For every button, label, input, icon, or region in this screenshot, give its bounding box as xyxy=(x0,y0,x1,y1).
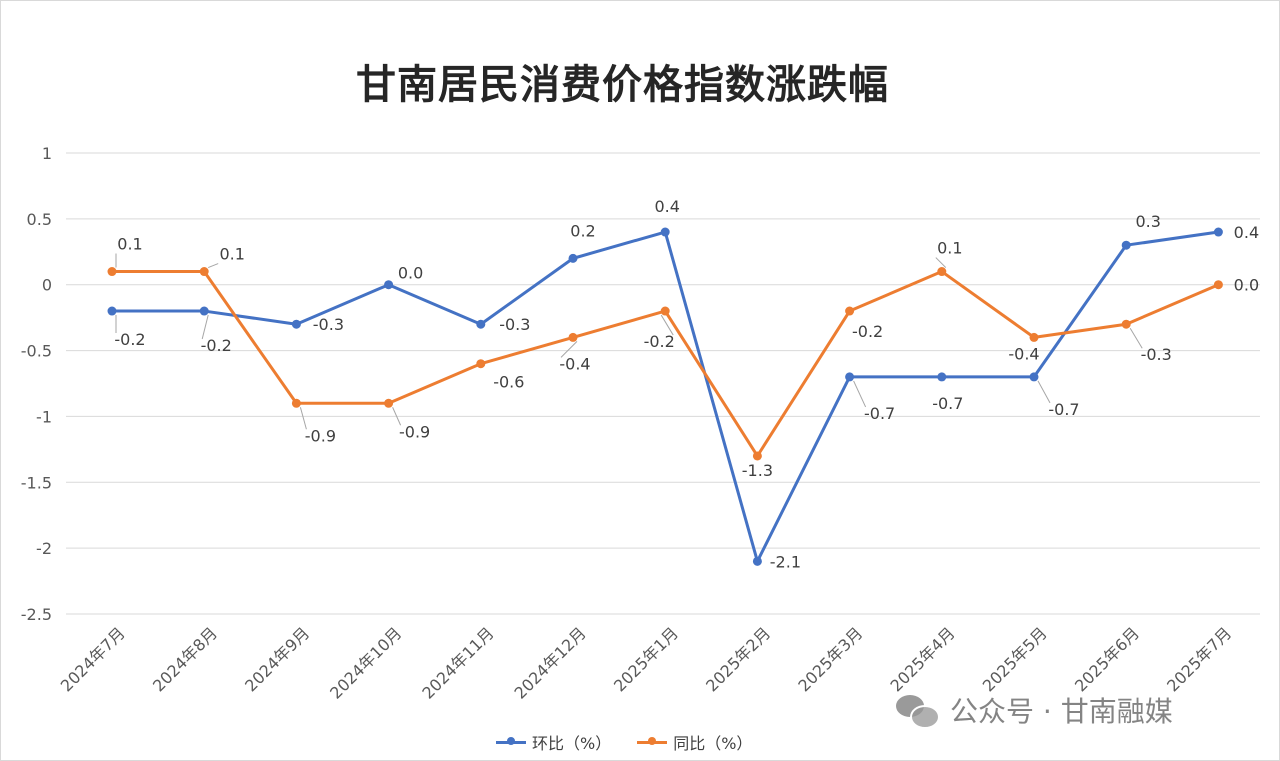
data-point-mom xyxy=(199,306,209,316)
label-leader-line xyxy=(660,314,674,336)
data-label-mom: -0.3 xyxy=(313,315,344,334)
data-label-yoy: 0.1 xyxy=(219,245,244,264)
data-label-yoy: 0.1 xyxy=(117,235,142,254)
legend-swatch-yoy xyxy=(637,737,668,745)
y-tick-label: 0 xyxy=(42,276,52,295)
x-tick-label: 2024年9月 xyxy=(241,623,313,695)
data-label-mom: -0.3 xyxy=(499,315,530,334)
data-point-mom xyxy=(476,319,486,329)
data-point-mom xyxy=(107,306,117,316)
x-tick-label: 2025年4月 xyxy=(887,623,959,695)
data-point-yoy xyxy=(660,306,670,316)
x-tick-label: 2024年7月 xyxy=(57,623,129,695)
data-point-yoy xyxy=(845,306,855,316)
x-tick-label: 2025年6月 xyxy=(1071,623,1143,695)
data-point-mom xyxy=(845,372,855,382)
data-point-yoy xyxy=(384,398,394,408)
y-tick-label: -0.5 xyxy=(21,342,52,361)
data-label-mom: 0.3 xyxy=(1135,212,1160,231)
x-tick-label: 2025年3月 xyxy=(794,623,866,695)
data-label-mom: -2.1 xyxy=(770,552,801,571)
data-label-yoy: -0.2 xyxy=(852,322,883,341)
x-tick-label: 2025年7月 xyxy=(1163,623,1235,695)
y-tick-label: -2 xyxy=(36,539,52,558)
data-label-yoy: -1.3 xyxy=(742,461,773,480)
wechat-icon xyxy=(896,693,940,729)
data-point-yoy xyxy=(107,267,117,277)
legend-swatch-mom xyxy=(496,737,526,745)
label-leader-line xyxy=(853,380,867,408)
data-label-yoy: -0.3 xyxy=(1141,345,1172,364)
data-label-mom: 0.4 xyxy=(1234,223,1259,242)
data-label-yoy: -0.4 xyxy=(559,354,590,373)
data-point-yoy xyxy=(291,398,301,408)
label-leader-line xyxy=(201,314,209,340)
label-leader-line xyxy=(1129,327,1143,349)
data-point-mom xyxy=(660,227,670,237)
watermark-text: 公众号 · 甘南融媒 xyxy=(950,695,1173,728)
data-point-yoy xyxy=(937,267,947,277)
data-point-mom xyxy=(752,556,762,566)
label-leader-line xyxy=(392,407,402,426)
data-point-yoy xyxy=(1121,319,1131,329)
x-tick-label: 2024年10月 xyxy=(326,623,405,702)
data-point-mom xyxy=(384,280,394,290)
series-line-yoy xyxy=(112,270,1219,458)
data-point-mom xyxy=(937,372,947,382)
legend-label-mom: 环比（%） xyxy=(532,734,612,753)
data-point-mom xyxy=(1213,227,1223,237)
data-label-mom: 0.4 xyxy=(654,197,679,216)
x-tick-label: 2024年11月 xyxy=(418,623,497,702)
data-point-mom xyxy=(1121,240,1131,250)
y-tick-label: 1 xyxy=(42,144,52,163)
data-label-mom: -0.7 xyxy=(864,404,895,423)
data-label-yoy: -0.6 xyxy=(493,373,524,392)
data-label-mom: 0.2 xyxy=(570,221,595,240)
data-label-yoy: -0.9 xyxy=(399,422,430,441)
x-tick-label: 2025年1月 xyxy=(610,623,682,695)
x-tick-label: 2025年2月 xyxy=(702,623,774,695)
data-point-yoy xyxy=(199,267,209,277)
data-point-mom xyxy=(568,253,578,263)
data-point-mom xyxy=(1029,372,1039,382)
data-label-yoy: -0.4 xyxy=(1008,344,1039,363)
x-tick-label: 2024年12月 xyxy=(511,623,590,702)
label-leader-line xyxy=(935,257,947,268)
data-label-mom: -0.7 xyxy=(1048,400,1079,419)
data-point-yoy xyxy=(1213,280,1223,290)
x-tick-label: 2024年8月 xyxy=(149,623,221,695)
x-tick-label: 2025年5月 xyxy=(979,623,1051,695)
label-leader-line xyxy=(208,263,219,269)
data-label-yoy: 0.0 xyxy=(1234,276,1259,295)
label-leader-line xyxy=(1037,380,1051,404)
y-tick-label: 0.5 xyxy=(27,210,52,229)
y-tick-label: -1.5 xyxy=(21,473,52,492)
data-label-yoy: -0.9 xyxy=(305,426,336,445)
data-point-yoy xyxy=(1029,332,1039,342)
legend-item-mom[interactable]: 环比（%） xyxy=(496,730,611,754)
data-point-yoy xyxy=(476,359,486,369)
data-label-mom: -0.7 xyxy=(932,394,963,413)
data-point-yoy xyxy=(568,332,578,342)
data-label-yoy: -0.2 xyxy=(644,332,675,351)
label-leader-line xyxy=(299,407,307,430)
y-tick-label: -1 xyxy=(36,407,52,426)
legend-item-yoy[interactable]: 同比（%） xyxy=(637,730,752,754)
y-tick-label: -2.5 xyxy=(21,605,52,624)
data-point-yoy xyxy=(752,451,762,461)
data-label-yoy: 0.1 xyxy=(937,239,962,258)
data-label-mom: -0.2 xyxy=(201,336,232,355)
chart-title: 甘南居民消费价格指数涨跌幅 xyxy=(356,61,889,108)
legend-label-yoy: 同比（%） xyxy=(673,734,753,753)
chart-legend: 环比（%） 同比（%） xyxy=(496,731,752,753)
data-point-mom xyxy=(291,319,301,329)
watermark: 公众号 · 甘南融媒 xyxy=(896,690,1173,730)
label-leader-line xyxy=(560,341,578,358)
data-label-mom: -0.2 xyxy=(114,330,145,349)
data-label-mom: 0.0 xyxy=(398,264,423,283)
series-line-mom xyxy=(112,230,1219,563)
